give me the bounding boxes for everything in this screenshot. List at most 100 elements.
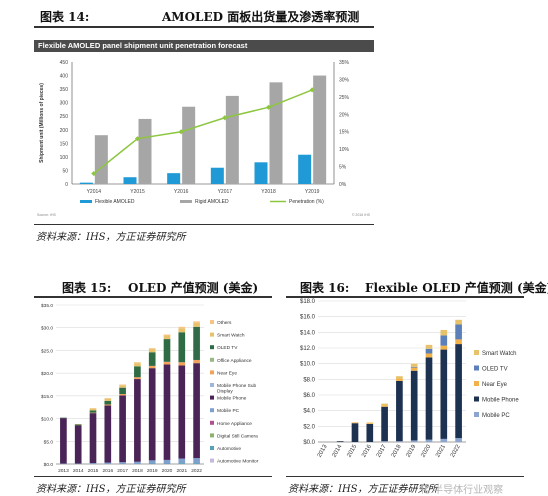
fig16-caption-number: 图表 16:: [300, 279, 349, 296]
fig14-y2-tick-label: 30%: [339, 77, 350, 83]
fig15-caption: OLED 产值预测 (美金): [128, 279, 258, 296]
fig14-bar-flexible: [167, 173, 180, 184]
fig15-bar-others: [149, 348, 156, 349]
fig15-bar-oled-tv: [164, 339, 171, 362]
fig15-bar-automotive: [178, 463, 185, 464]
fig14-bar-flexible: [298, 155, 311, 184]
fig16-bar-near-eye: [396, 379, 403, 381]
fig14-y-tick-label: 450: [60, 60, 69, 66]
fig15-bar-smart-watch: [149, 349, 156, 352]
fig16-bar-mobile-phone: [411, 371, 418, 441]
fig16-bar-oled-tv: [426, 349, 433, 354]
fig16-bar-smart-watch: [440, 330, 447, 335]
fig15-y-tick-label: $15.0: [41, 394, 53, 400]
fig16-chart: $0.0$2.0$4.0$6.0$8.0$10.0$12.0$14.0$16.0…: [286, 298, 524, 474]
fig15-legend-swatch-oled-tv: [210, 345, 214, 349]
fig14-y2-tick-label: 35%: [339, 60, 350, 66]
fig16-legend-label-near-eye: Near Eye: [482, 382, 508, 388]
fig14-legend-label-penetration: Penetration (%): [289, 199, 324, 205]
fig16-bar-smart-watch: [381, 404, 388, 406]
fig15-bar-oled-tv: [104, 401, 111, 405]
fig15-bar-mobile-phone: [119, 395, 126, 462]
fig14-y-tick-label: 200: [60, 128, 69, 134]
fig14-caption: AMOLED 面板出货量及渗透率预测: [162, 8, 359, 25]
fig15-bar-smart-watch: [104, 399, 111, 401]
fig16-x-tick-label: 2017: [376, 443, 388, 458]
fig15-bar-mobile-pc: [164, 460, 171, 464]
fig15-bar-oled-tv: [149, 352, 156, 366]
fig16-bar-mobile-pc: [426, 440, 433, 442]
fig15-bar-oled-tv: [119, 388, 126, 394]
fig16-x-tick-label: 2020: [420, 443, 432, 458]
fig15-bar-mobile-pc: [149, 460, 156, 463]
fig15-bar-others: [134, 362, 141, 363]
fig16-y-tick-label: $0.0: [303, 440, 315, 446]
fig15-bar-oled-tv: [178, 332, 185, 362]
fig15-x-tick-label: 2020: [162, 468, 173, 474]
fig15-bar-near-eye: [119, 394, 126, 395]
fig15-bar-smart-watch: [134, 363, 141, 366]
fig15-legend-swatch-others: [210, 320, 214, 324]
fig15-legend-label-others: Others: [217, 320, 232, 326]
fig15-bar-mobile-pc: [104, 463, 111, 464]
fig14-bar-rigid: [226, 96, 239, 184]
fig16-legend-label-mobile-pc: Mobile PC: [482, 413, 510, 419]
fig16-x-tick-label: 2022: [450, 443, 462, 458]
fig14-bottom-rule: [34, 224, 374, 225]
fig16-bar-mobile-phone: [381, 407, 388, 441]
fig14-band-title: Flexible AMOLED panel shipment unit pene…: [34, 40, 374, 52]
fig16-source: 资料来源：IHS，方正证券研究所: [288, 480, 438, 495]
fig15-bar-mobile-phone: [75, 425, 82, 463]
fig15-bar-others: [178, 327, 185, 328]
fig15-bar-smart-watch: [178, 328, 185, 332]
fig15-bar-mobile-phone: [149, 368, 156, 460]
fig14-y-tick-label: 250: [60, 114, 69, 120]
fig15-x-tick-label: 2016: [102, 468, 113, 474]
fig14-bar-rigid: [313, 76, 326, 184]
fig15-bar-mobile-phone: [193, 363, 200, 458]
fig14-bar-rigid: [270, 82, 283, 184]
fig16-bar-mobile-phone: [337, 441, 344, 442]
fig14-source: 资料来源：IHS，方正证券研究所: [36, 228, 186, 243]
fig16-bar-mobile-pc: [396, 441, 403, 442]
fig16-y-tick-label: $2.0: [303, 424, 315, 430]
fig16-bar-near-eye: [381, 405, 388, 407]
fig16-bar-mobile-pc: [381, 441, 388, 442]
fig16-legend-label-oled-tv: OLED TV: [482, 367, 508, 373]
fig14-x-tick-label: Y2014: [87, 189, 102, 195]
fig15-bar-smart-watch: [193, 323, 200, 327]
fig15-chart: $0.0$5.0$10.0$15.0$20.0$25.0$30.0$35.020…: [34, 298, 272, 474]
fig15-legend-swatch-mobile-phone: [210, 396, 214, 400]
fig15-bar-mobile-phone: [104, 405, 111, 462]
fig16-legend-swatch-oled-tv: [474, 366, 479, 371]
fig15-x-tick-label: 2014: [73, 468, 84, 474]
fig16-y-tick-label: $10.0: [300, 362, 316, 368]
fig16-x-tick-label: 2014: [332, 443, 344, 458]
fig16-bar-oled-tv: [455, 325, 462, 340]
fig15-bar-mobile-phone: [164, 365, 171, 460]
fig14-bar-rigid: [95, 135, 108, 184]
fig15-y-tick-label: $0.0: [44, 462, 54, 468]
fig15-bar-near-eye: [164, 362, 171, 365]
fig14-legend-label-flexible: Flexible AMOLED: [95, 199, 135, 205]
fig16-y-tick-label: $16.0: [300, 315, 316, 321]
fig16-bar-near-eye: [366, 423, 373, 424]
fig14-bar-flexible: [255, 162, 268, 184]
fig15-legend-swatch-office-appliance: [210, 358, 214, 362]
fig15-y-tick-label: $5.0: [44, 439, 54, 445]
fig16-bar-mobile-phone: [455, 344, 462, 438]
fig15-bar-oled-tv: [193, 327, 200, 360]
fig15-legend-swatch-home-appliance: [210, 421, 214, 425]
fig14-legend-label-rigid: Rigid AMOLED: [195, 199, 229, 205]
fig15-x-tick-label: 2019: [147, 468, 158, 474]
fig16-bar-smart-watch: [396, 376, 403, 378]
fig15-y-tick-label: $30.0: [41, 326, 53, 332]
fig15-bar-oled-tv: [75, 424, 82, 425]
fig16-x-tick-label: 2016: [361, 443, 373, 458]
fig15-legend-label-mobile-pc: Mobile PC: [217, 408, 240, 414]
fig14-bar-rigid: [182, 107, 195, 184]
fig16-bar-mobile-phone: [396, 381, 403, 441]
fig14-y2-tick-label: 20%: [339, 112, 350, 118]
fig16-legend-label-smart-watch: Smart Watch: [482, 351, 516, 357]
